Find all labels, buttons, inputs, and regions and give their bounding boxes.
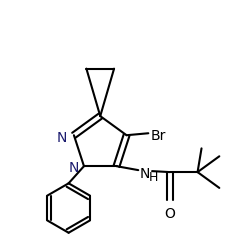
Text: O: O [165, 206, 175, 220]
Text: N: N [57, 130, 67, 144]
Text: H: H [149, 170, 159, 183]
Text: N: N [139, 166, 150, 180]
Text: Br: Br [150, 128, 166, 142]
Text: N: N [69, 160, 79, 174]
